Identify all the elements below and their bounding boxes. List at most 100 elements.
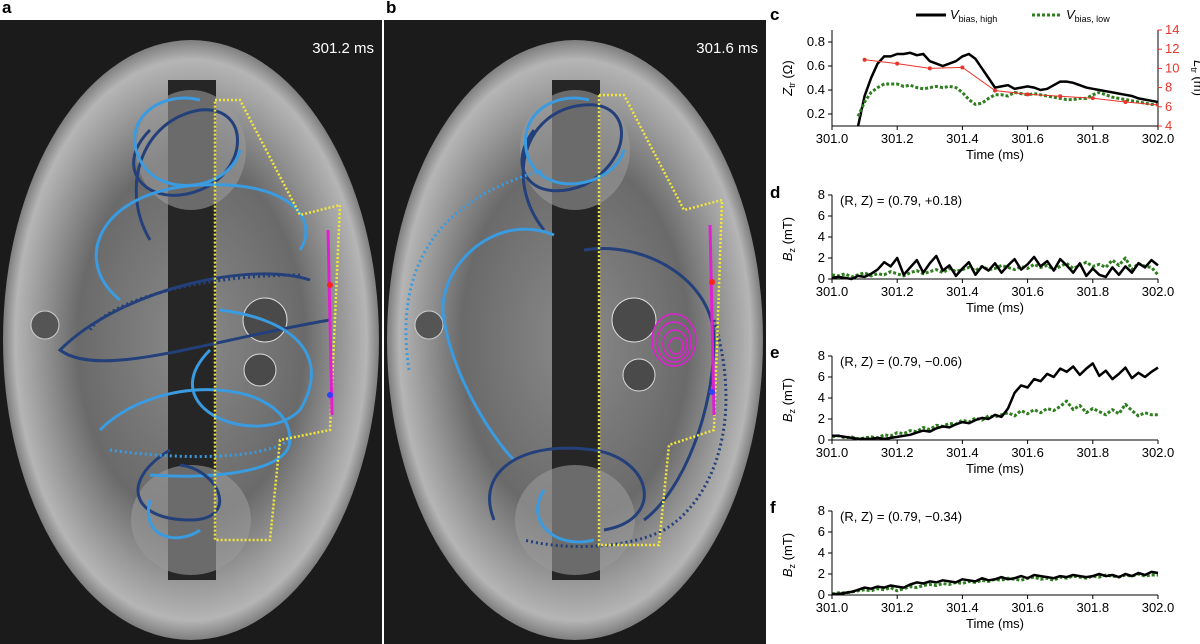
series-v-high-c: [856, 51, 1158, 126]
y-tick-label-e: 8: [818, 348, 825, 363]
ltr-point: [1090, 96, 1095, 101]
ltr-point: [1025, 92, 1030, 97]
y-right-tick-label-c: 14: [1165, 22, 1179, 37]
flux-surface-contours: [651, 313, 697, 367]
y-axis-title-right-c: Ltr (m): [1189, 60, 1200, 96]
x-tick-label-f: 301.6: [1011, 600, 1044, 615]
y-tick-label-f: 6: [818, 524, 825, 539]
x-tick-label-f: 301.0: [816, 600, 849, 615]
port-left: [414, 310, 444, 340]
panel-c-letter: c: [770, 5, 779, 24]
legend-high-label: Vbias, high: [950, 7, 997, 24]
x-tick-label-c: 301.4: [946, 131, 979, 146]
ltr-point: [993, 88, 997, 93]
x-tick-label-d: 301.8: [1077, 284, 1110, 299]
camera-frame-a: 301.2 ms: [0, 20, 382, 644]
legend-low-label: Vbias, low: [1066, 7, 1110, 24]
x-tick-label-e: 301.0: [816, 445, 849, 460]
camera-frame-b-image: [387, 40, 763, 640]
y-tick-label-e: 0: [818, 432, 825, 447]
electrode-boundary: [213, 98, 342, 542]
y-tick-label-d: 6: [818, 208, 825, 223]
probe-position-annotation-f: (R, Z) = (0.79, −0.34): [840, 509, 962, 524]
y-tick-label-d: 0: [818, 271, 825, 286]
ltr-point: [1058, 94, 1063, 99]
probe-marker-blue: [709, 389, 715, 395]
y-tick-label-c: 0.4: [807, 82, 825, 97]
x-tick-label-f: 302.0: [1142, 600, 1175, 615]
x-tick-label-c: 302.0: [1142, 131, 1175, 146]
x-tick-label-c: 301.8: [1077, 131, 1110, 146]
y-tick-label-f: 4: [818, 545, 825, 560]
y-tick-label-d: 2: [818, 250, 825, 265]
time-series-charts: Vbias, high Vbias, low c 301.0 301.2 301.4 301…: [770, 5, 1200, 631]
y-tick-label-f: 2: [818, 566, 825, 581]
ltr-point: [960, 65, 965, 70]
x-axis-title-f: Time (ms): [966, 616, 1024, 631]
flux-rope-loops: [57, 96, 331, 540]
series-v-high-f: [832, 570, 1159, 596]
series-v-low-c: [856, 82, 1158, 118]
camera-frame-a-image: [3, 40, 379, 640]
plot-area-c: [856, 51, 1158, 126]
x-tick-label-d: 302.0: [1142, 284, 1175, 299]
frame-a-timestamp: 301.2 ms: [312, 40, 374, 57]
magnetic-probe-array: [326, 229, 334, 416]
panel-e-letter: e: [770, 343, 779, 362]
probe-position-annotation-d: (R, Z) = (0.79, +0.18): [840, 193, 962, 208]
series-ltr-c: [864, 59, 1158, 106]
x-tick-label-e: 301.6: [1011, 445, 1044, 460]
x-tick-label-d: 301.2: [881, 284, 914, 299]
y-right-tick-label-c: 6: [1165, 99, 1172, 114]
y-right-tick-label-c: 4: [1165, 118, 1172, 133]
lower-dome: [515, 465, 635, 575]
y-tick-label-e: 4: [818, 390, 825, 405]
panel-f-letter: f: [770, 498, 776, 517]
probe-position-annotation-e: (R, Z) = (0.79, −0.06): [840, 354, 962, 369]
y-tick-label-c: 0.6: [807, 58, 825, 73]
series-v-high-e: [832, 362, 1159, 441]
x-tick-label-e: 301.4: [946, 445, 979, 460]
x-axis-title-d: Time (ms): [966, 300, 1024, 315]
camera-frame-b: 301.6 ms: [384, 20, 766, 644]
x-axis-title-e: Time (ms): [966, 461, 1024, 476]
ltr-point: [927, 66, 932, 71]
port-lower: [243, 353, 277, 387]
y-tick-label-e: 6: [818, 369, 825, 384]
x-tick-label-c: 301.2: [881, 131, 914, 146]
y-tick-label-e: 2: [818, 411, 825, 426]
y-axis-title-f: Bz (mT): [780, 533, 797, 577]
panel-d-letter: d: [770, 183, 780, 202]
panel-b-letter: b: [386, 0, 397, 17]
ltr-point: [1156, 102, 1158, 107]
frame-b-timestamp: 301.6 ms: [696, 40, 758, 57]
ltr-point: [895, 61, 900, 66]
y-tick-label-d: 8: [818, 187, 825, 202]
y-right-tick-label-c: 8: [1165, 80, 1172, 95]
port-lower: [622, 358, 656, 392]
y-tick-label-c: 0.8: [807, 34, 825, 49]
magnetic-probe-array: [708, 224, 716, 416]
y-axis-title-d: Bz (mT): [780, 217, 797, 261]
x-tick-label-e: 301.2: [881, 445, 914, 460]
y-tick-label-c: 0.2: [807, 106, 825, 121]
series-v-low-d: [831, 256, 1160, 279]
port-center: [611, 297, 657, 343]
panel-a-letter: a: [2, 0, 12, 17]
series-v-low-f: [831, 572, 1158, 596]
port-left: [30, 310, 60, 340]
x-tick-label-f: 301.8: [1077, 600, 1110, 615]
x-tick-label-d: 301.6: [1011, 284, 1044, 299]
x-tick-label-e: 302.0: [1142, 445, 1175, 460]
x-axis-title-c: Time (ms): [966, 147, 1024, 162]
flux-rope-loops: [404, 96, 728, 549]
y-tick-label-f: 0: [818, 587, 825, 602]
x-tick-label-f: 301.4: [946, 600, 979, 615]
x-tick-label-e: 301.8: [1077, 445, 1110, 460]
x-tick-label-c: 301.6: [1011, 131, 1044, 146]
y-tick-label-d: 4: [818, 229, 825, 244]
probe-marker-blue: [327, 392, 333, 398]
x-tick-label-c: 301.0: [816, 131, 849, 146]
x-tick-label-f: 301.2: [881, 600, 914, 615]
electrode-boundary: [597, 93, 724, 547]
